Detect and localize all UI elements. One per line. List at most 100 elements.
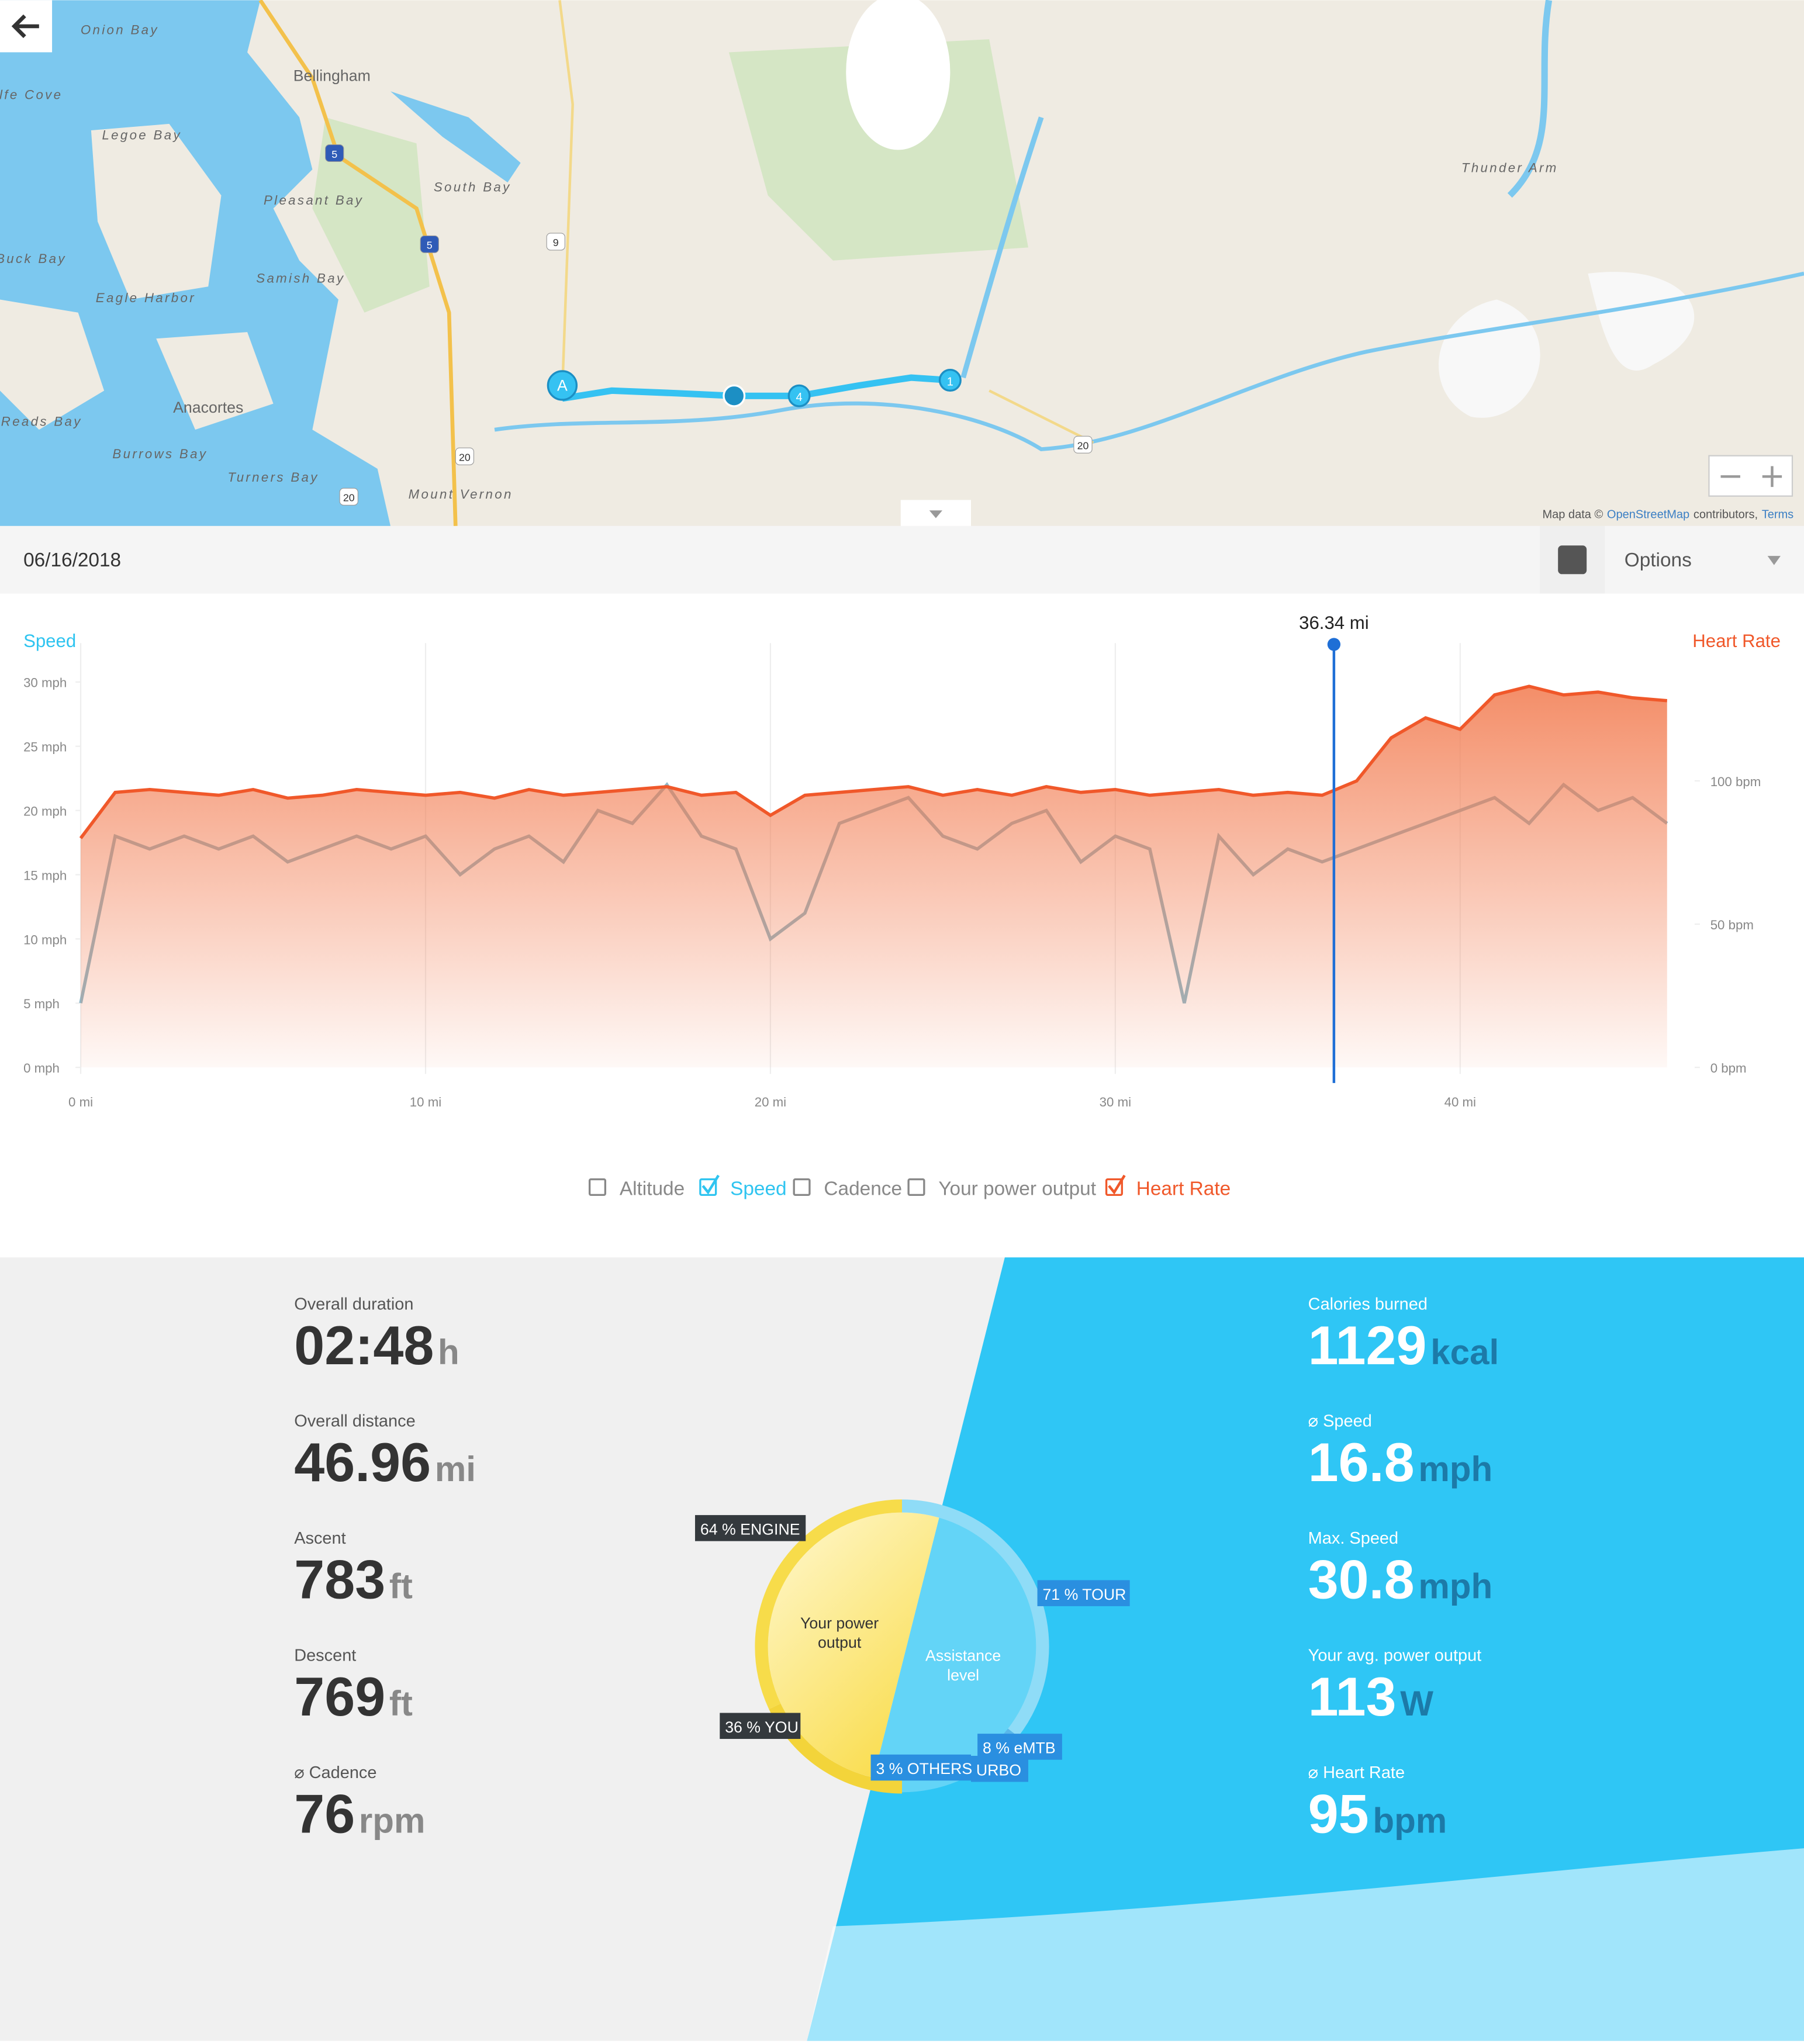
callout-box xyxy=(870,1754,972,1781)
checkbox[interactable] xyxy=(699,1178,717,1196)
lake xyxy=(390,91,521,183)
callout-label: 64 % ENGINE xyxy=(700,1520,800,1538)
stat-label: ⌀ Heart Rate xyxy=(1308,1763,1405,1782)
attribution-part[interactable]: Terms xyxy=(1762,509,1793,521)
road-shield xyxy=(325,144,344,162)
x-tick-label: 40 mi xyxy=(1444,1095,1476,1109)
donut-arc xyxy=(901,1499,1049,1737)
y-tick-label: 25 mph xyxy=(23,740,67,755)
stat-label: ⌀ Speed xyxy=(1308,1412,1372,1431)
donut-center-text: Assistance level xyxy=(925,1646,1001,1685)
series-line xyxy=(79,684,1667,839)
place-label-text: Anacortes xyxy=(173,399,243,416)
stat-number: 1129 xyxy=(1308,1315,1427,1376)
place-label: Legoe Bay xyxy=(102,128,181,143)
toggle-label[interactable]: Altitude xyxy=(620,1178,685,1199)
stats: Overall duration 02:48 h Overall distance46… xyxy=(294,1295,1499,1844)
date: 06/16/2018 xyxy=(23,549,121,571)
stat-value: 30.8 mph xyxy=(1308,1549,1493,1610)
place-label-text: Bellingham xyxy=(293,67,371,84)
cursor-dot xyxy=(1327,638,1341,651)
stat-label: Descent xyxy=(294,1646,356,1665)
stat-unit: ft xyxy=(389,1567,413,1606)
bike-marker xyxy=(723,384,746,407)
place-label: Mount Vernon xyxy=(409,487,513,502)
y-tick-label: 30 mph xyxy=(23,676,67,690)
stat-label: Ascent xyxy=(294,1529,345,1548)
road-shield-label: 20 xyxy=(459,452,471,464)
callout-box xyxy=(977,1734,1062,1760)
stat-number: 76 xyxy=(294,1783,355,1844)
route xyxy=(562,374,951,402)
callout-label: 3 % OTHERS xyxy=(876,1760,972,1777)
route-marker[interactable] xyxy=(938,369,962,392)
route-marker[interactable] xyxy=(787,384,811,407)
y2-axis-title: Heart Rate xyxy=(1692,631,1781,651)
x-tick-label: 30 mi xyxy=(1100,1095,1131,1109)
callout-box xyxy=(694,1515,806,1541)
callout-box xyxy=(1037,1580,1130,1606)
callout-box xyxy=(720,1713,801,1739)
toggle-label[interactable]: Your power output xyxy=(938,1178,1096,1199)
attribution: Map data © OpenStreetMap contributors, Term… xyxy=(1542,509,1793,521)
donut-center-label: Your power output xyxy=(800,1614,879,1652)
stat-unit: rpm xyxy=(359,1801,426,1840)
map[interactable]: Onion Bay Bellingham Rolfe Cove Legoe Bay Pl… xyxy=(0,0,1804,527)
road-shield xyxy=(1073,435,1093,454)
place-label-text: Pleasant Bay xyxy=(264,193,364,207)
road-shield-label: 9 xyxy=(553,237,559,248)
stat-label: Overall duration xyxy=(294,1295,413,1313)
checkbox[interactable] xyxy=(793,1178,811,1196)
place-label: Burrows Bay xyxy=(112,447,208,461)
stat-label: Overall distance xyxy=(294,1412,415,1431)
river xyxy=(1507,0,1553,198)
stat-unit: bpm xyxy=(1373,1801,1447,1840)
donut-center-label: Assistance level xyxy=(925,1646,1001,1685)
toggle-label[interactable]: Cadence xyxy=(824,1178,902,1199)
attribution-part[interactable]: OpenStreetMap xyxy=(1607,509,1689,521)
stat-value: 02:48 h xyxy=(294,1315,459,1376)
options[interactable]: Options xyxy=(1625,549,1692,571)
checkbox[interactable] xyxy=(588,1178,607,1196)
checkbox[interactable] xyxy=(907,1178,925,1196)
route-marker[interactable] xyxy=(547,370,578,401)
place-label-text: Eagle Harbor xyxy=(96,290,196,305)
stat-value: 46.96 mi xyxy=(294,1431,476,1493)
stat-number: 769 xyxy=(294,1666,385,1727)
stats-blue xyxy=(807,1257,1804,2041)
back-arrow xyxy=(11,14,39,39)
route-marker-label: A xyxy=(557,376,568,394)
callout-label: 8 % eMTB xyxy=(983,1739,1056,1757)
options-caret xyxy=(1767,556,1781,565)
cursor-label: 36.34 mi xyxy=(1299,613,1369,633)
toggle-label[interactable]: Heart Rate xyxy=(1136,1178,1231,1199)
place-label: Reads Bay xyxy=(1,414,82,428)
facebook-icon xyxy=(1558,545,1587,575)
road-shield-label: 5 xyxy=(427,240,433,251)
stat-label: Max. Speed xyxy=(1308,1529,1398,1548)
stat-unit: mph xyxy=(1418,1567,1492,1606)
place-label-text: Burrows Bay xyxy=(112,447,208,461)
road xyxy=(558,0,1094,444)
road xyxy=(258,0,458,527)
place-label-text: Rolfe Cove xyxy=(0,88,63,102)
road-shield xyxy=(455,447,475,465)
y2-tick-label: 50 bpm xyxy=(1710,918,1754,932)
checkbox[interactable] xyxy=(1105,1178,1123,1196)
road-shield xyxy=(339,487,358,506)
toggle-label[interactable]: Speed xyxy=(730,1178,787,1199)
donut: Your power output Assistance level URBO 64 … xyxy=(694,1499,1130,1794)
place-label: South Bay xyxy=(434,180,512,195)
road-shield xyxy=(546,233,565,251)
stat-number: 16.8 xyxy=(1308,1431,1415,1493)
stat-value: 16.8 mph xyxy=(1308,1431,1493,1493)
donut-center-text: Your power output xyxy=(800,1614,879,1652)
donut-arc xyxy=(755,1499,903,1710)
road-shield-label: 20 xyxy=(1077,440,1089,452)
area xyxy=(81,686,1667,1068)
y2-tick-label: 100 bpm xyxy=(1710,774,1761,789)
lake xyxy=(846,0,951,150)
y2-tick-label: 0 bpm xyxy=(1710,1061,1747,1075)
stat-label: Your avg. power output xyxy=(1308,1646,1482,1665)
stat-number: 46.96 xyxy=(294,1431,431,1493)
